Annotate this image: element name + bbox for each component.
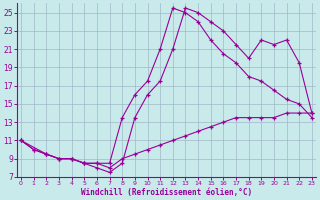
X-axis label: Windchill (Refroidissement éolien,°C): Windchill (Refroidissement éolien,°C) — [81, 188, 252, 197]
